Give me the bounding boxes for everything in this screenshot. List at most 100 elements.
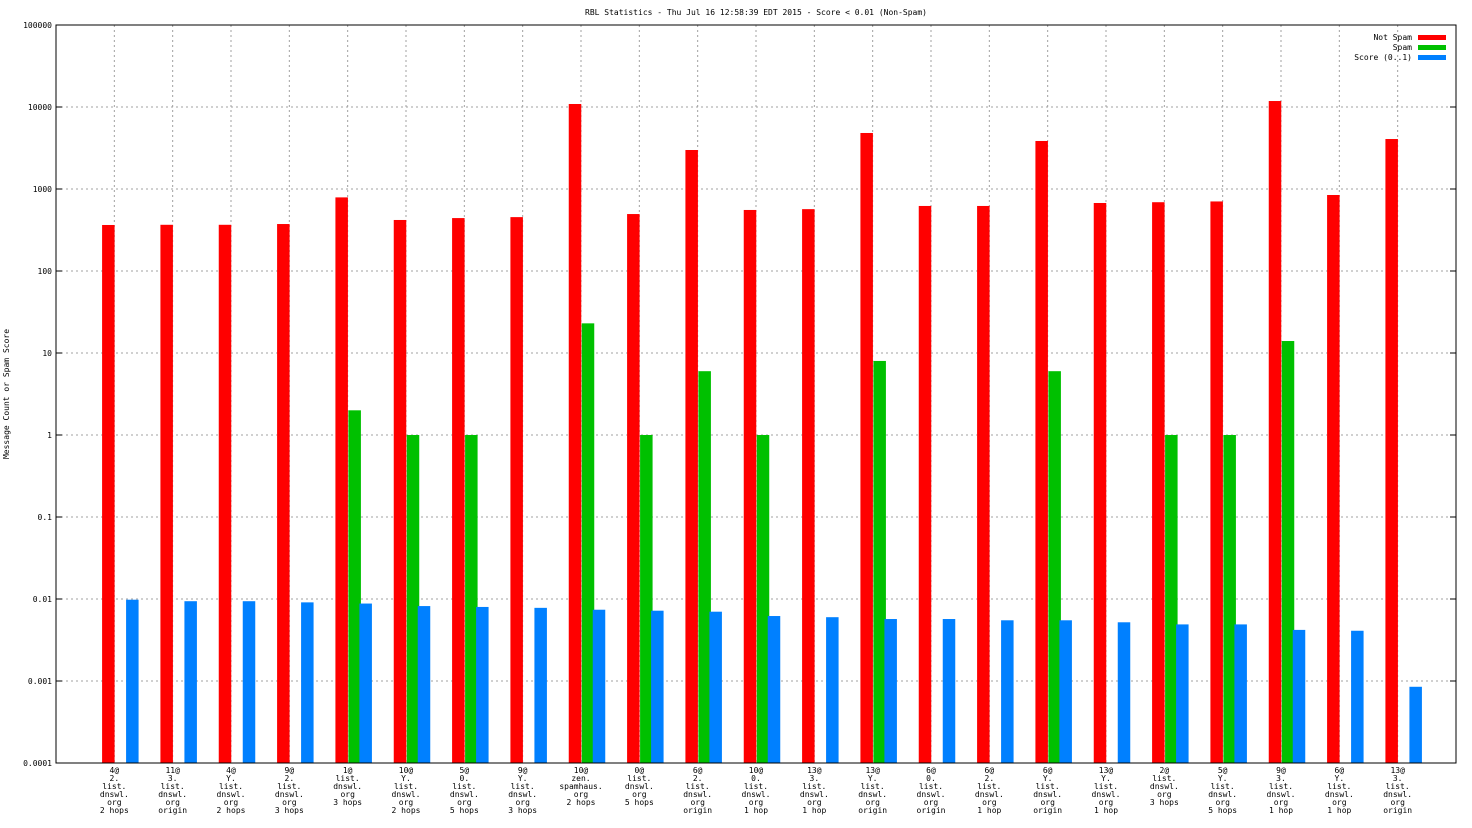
x-tick-label-line: dnswl. [508, 790, 537, 799]
x-tick-label-line: origin [858, 806, 887, 815]
bar-score [476, 606, 489, 763]
x-tick-label-line: list. [336, 774, 360, 783]
x-tick-label-line: org [340, 790, 355, 799]
bar-spam [1281, 341, 1295, 763]
x-tick-label-line: 13@ [1099, 766, 1114, 775]
legend-label: Spam [1393, 43, 1412, 52]
x-tick-label-line: dnswl. [742, 790, 771, 799]
bar-not-spam [1385, 139, 1398, 764]
bar-score [184, 601, 197, 763]
x-tick-label-line: 1 hop [802, 806, 826, 815]
x-tick-label-line: org [1157, 790, 1172, 799]
x-tick-label-line: list. [452, 782, 476, 791]
x-tick-label-line: 2 hops [217, 806, 246, 815]
legend-label: Score (0..1) [1354, 53, 1412, 62]
x-tick-label-line: 2@ [1160, 766, 1170, 775]
bar-spam [698, 371, 711, 763]
x-tick-label-line: 2 hops [100, 806, 129, 815]
bar-not-spam [218, 224, 232, 763]
x-tick-label-line: Y. [1335, 774, 1345, 783]
bar-score [826, 617, 839, 763]
x-tick-label-line: 3 hops [333, 798, 362, 807]
x-tick-label-line: list. [277, 782, 301, 791]
x-tick-label-line: origin [917, 806, 946, 815]
x-tick-label-line: list. [1211, 782, 1235, 791]
x-tick-label-line: list. [1327, 782, 1351, 791]
bar-not-spam [393, 219, 407, 763]
x-tick-label-line: 3. [168, 774, 178, 783]
x-tick-label-line: 2 hops [567, 798, 596, 807]
bar-score [1234, 624, 1247, 763]
x-tick-label-line: org [1215, 798, 1230, 807]
x-tick-label-line: org [982, 798, 997, 807]
x-tick-label-line: 10@ [574, 766, 589, 775]
x-tick-label-line: dnswl. [1208, 790, 1237, 799]
x-tick-label-line: org [1099, 798, 1114, 807]
x-tick-label-line: dnswl. [1267, 790, 1296, 799]
x-tick-label-line: 0. [926, 774, 936, 783]
x-tick-label-line: org [865, 798, 880, 807]
x-tick-label-line: dnswl. [1325, 790, 1354, 799]
x-tick-label-line: list. [511, 782, 535, 791]
x-tick-label-line: list. [977, 782, 1001, 791]
bar-score [1176, 624, 1189, 763]
x-tick-label-line: 2. [985, 774, 995, 783]
bar-score [942, 619, 956, 763]
x-tick-label-line: 5 hops [625, 798, 654, 807]
bar-score [767, 616, 781, 763]
y-tick-label: 0.1 [38, 513, 53, 522]
x-tick-label-line: org [807, 798, 822, 807]
bar-spam [1048, 371, 1061, 763]
x-tick-label-line: dnswl. [1092, 790, 1121, 799]
bar-spam [465, 435, 478, 763]
x-tick-label-line: list. [219, 782, 243, 791]
bar-not-spam [977, 205, 990, 763]
x-tick-label-line: 1 hop [1094, 806, 1118, 815]
bar-spam [640, 435, 653, 763]
x-tick-label-line: Y. [226, 774, 236, 783]
bar-spam [581, 323, 595, 763]
x-tick-label-line: org [1274, 798, 1289, 807]
x-tick-label-line: 6@ [1335, 766, 1345, 775]
x-tick-label-line: dnswl. [1033, 790, 1062, 799]
x-tick-label-line: list. [744, 782, 768, 791]
x-tick-label-line: list. [802, 782, 826, 791]
x-tick-label-line: org [1390, 798, 1405, 807]
x-tick-label-line: 2. [110, 774, 120, 783]
bar-not-spam [860, 132, 873, 764]
x-tick-label-line: 3 hops [1150, 798, 1179, 807]
bar-score [126, 599, 139, 763]
y-tick-label: 1 [47, 431, 52, 440]
x-tick-label-line: origin [1383, 806, 1412, 815]
y-tick-label: 100 [38, 267, 53, 276]
bar-score [1292, 629, 1306, 763]
x-tick-label-line: Y. [1218, 774, 1228, 783]
bar-not-spam [1035, 140, 1048, 764]
bar-spam [348, 410, 361, 763]
x-tick-label-line: 5@ [460, 766, 470, 775]
x-tick-label-line: 0@ [635, 766, 645, 775]
bar-not-spam [1268, 101, 1282, 763]
x-tick-label-line: 4@ [226, 766, 236, 775]
y-tick-label: 1000 [33, 185, 52, 194]
bar-not-spam [802, 209, 815, 763]
bar-not-spam [743, 209, 757, 764]
x-tick-label-line: dnswl. [858, 790, 887, 799]
x-tick-label-line: 10@ [749, 766, 764, 775]
x-tick-label-line: origin [158, 806, 187, 815]
bar-not-spam [335, 197, 348, 763]
y-tick-label: 0.001 [28, 677, 52, 686]
